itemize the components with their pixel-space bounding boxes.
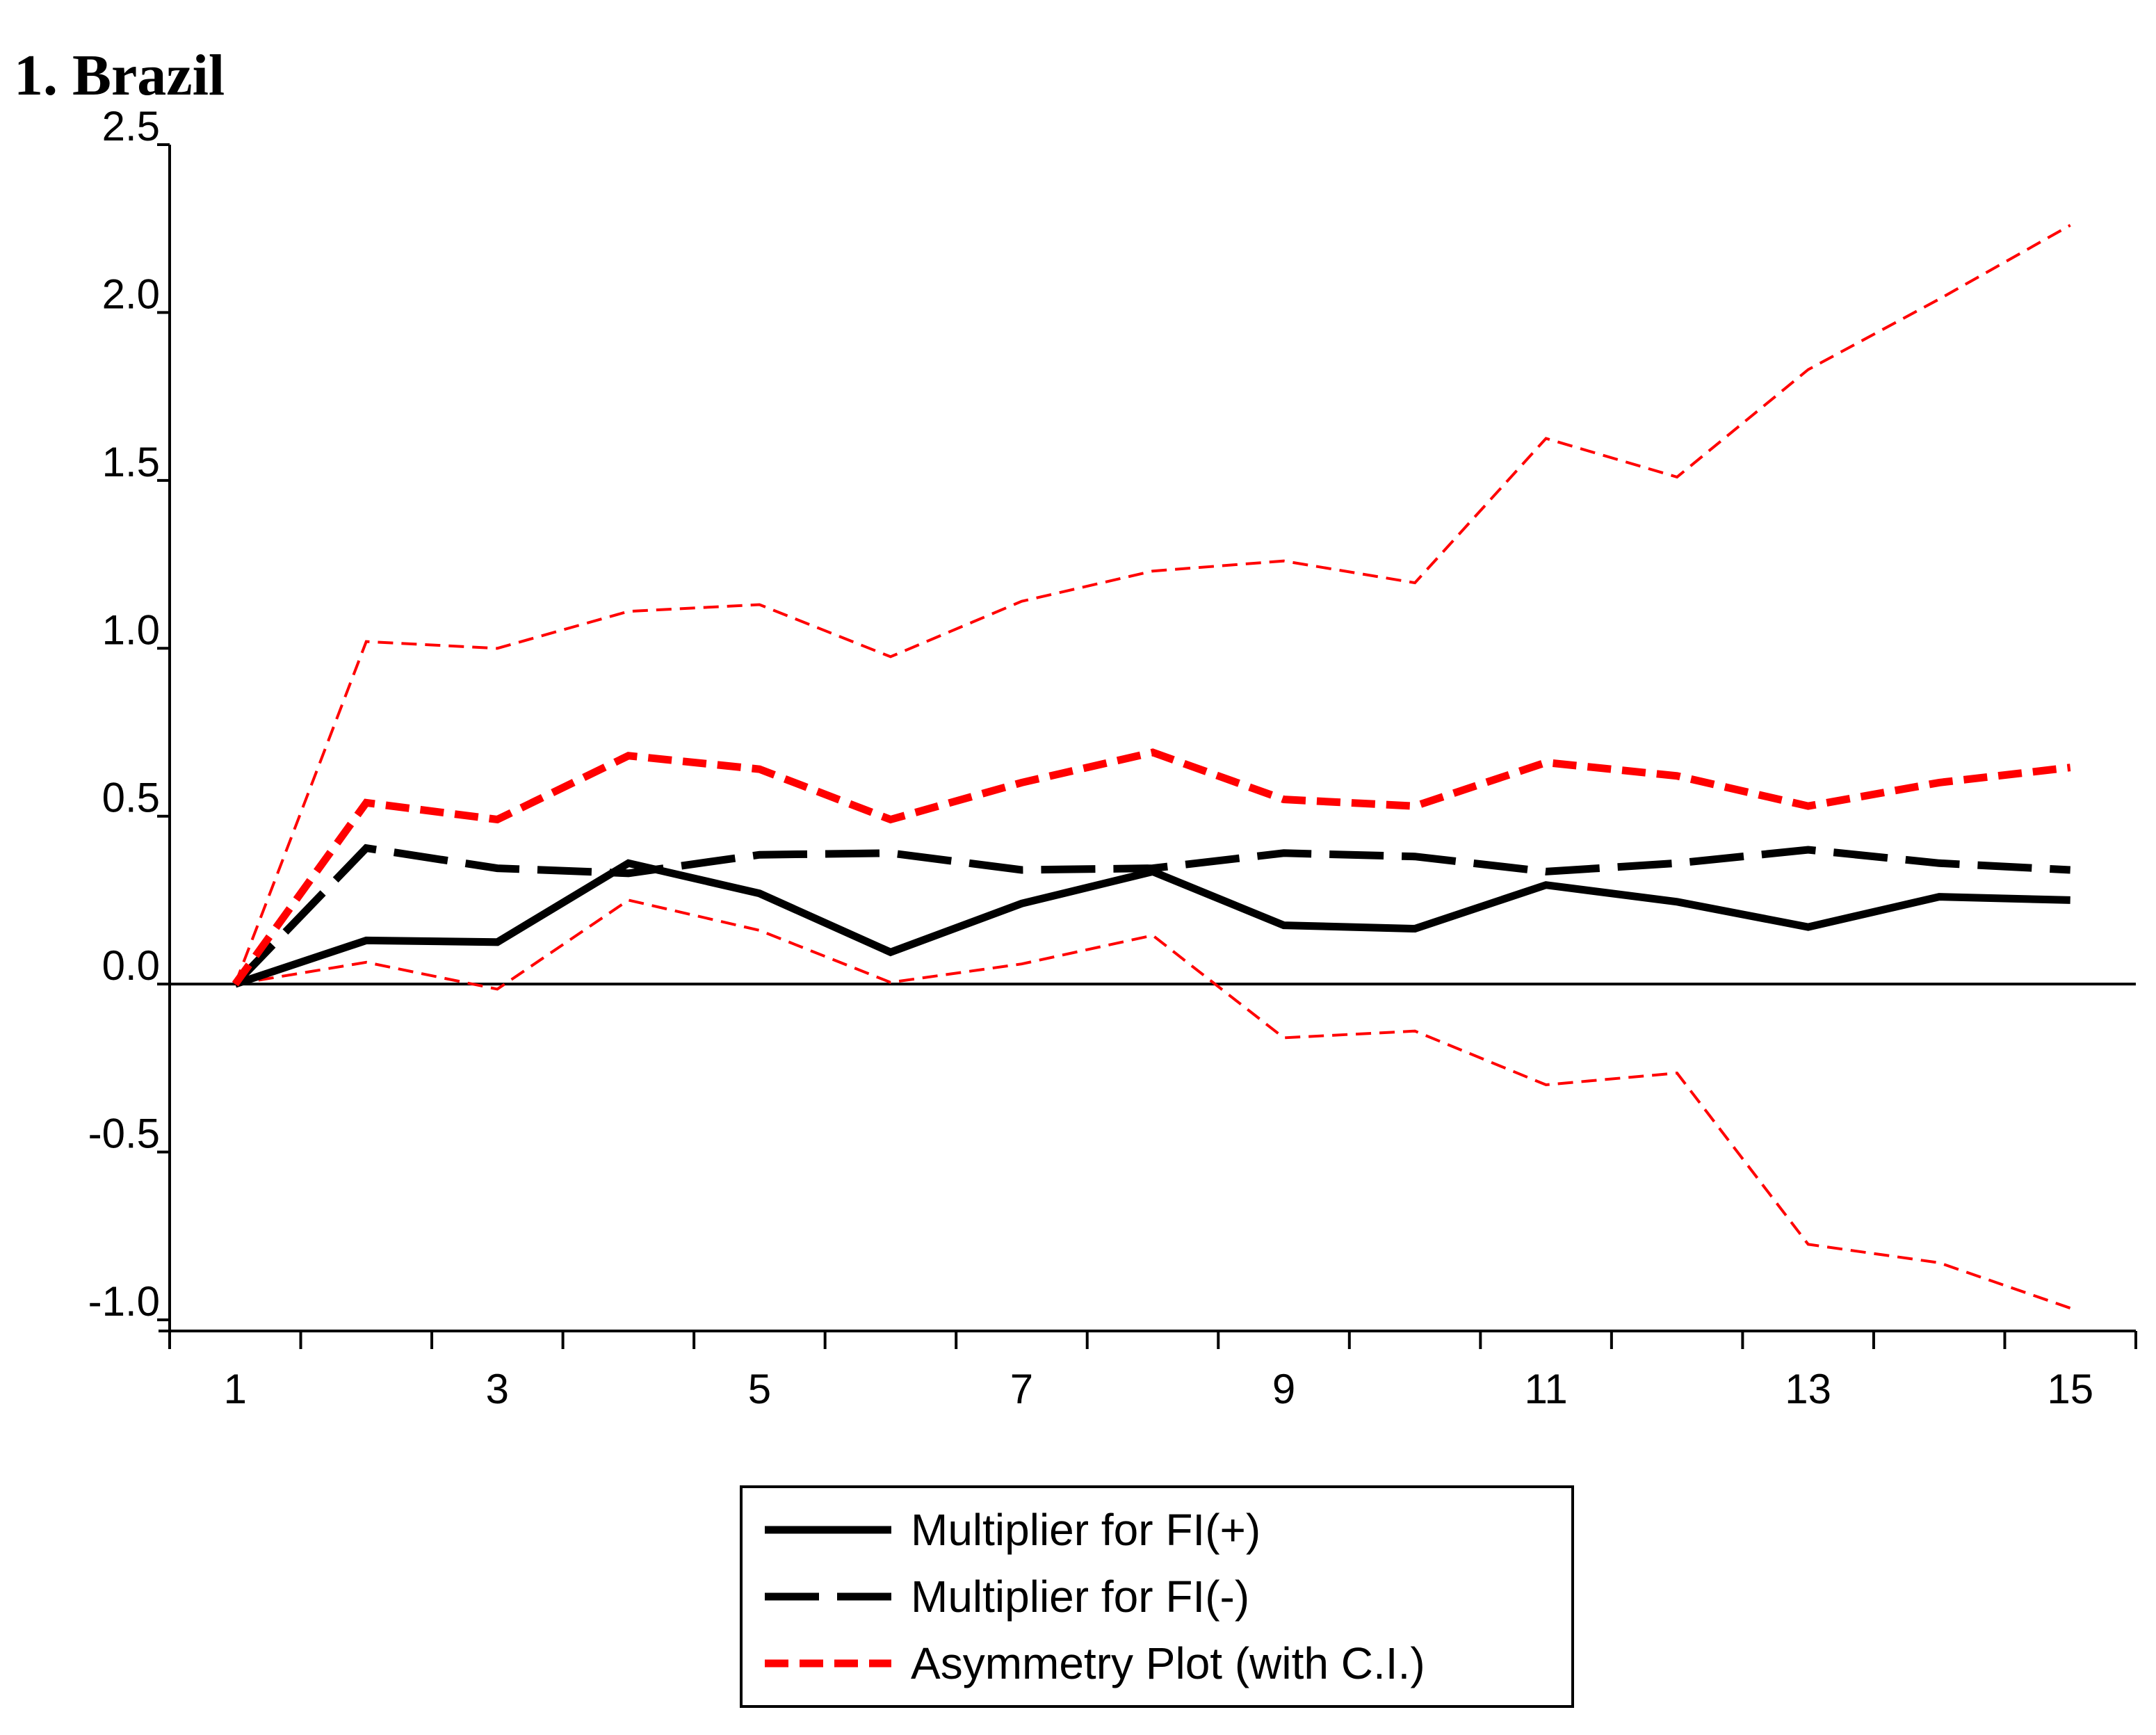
x-tick-label: 11 — [1524, 1366, 1567, 1412]
series-layer — [232, 224, 2071, 1309]
x-tick-label: 15 — [2047, 1366, 2093, 1412]
y-tick-label: 2.5 — [102, 103, 160, 150]
y-tick-label: 2.0 — [102, 271, 160, 317]
x-tick-label: 7 — [1010, 1366, 1033, 1412]
y-tick-label: 0.0 — [102, 942, 160, 989]
legend-label: Multiplier for FI(-) — [911, 1572, 1249, 1622]
x-tick-label: 3 — [486, 1366, 509, 1412]
x-tick-label: 13 — [1785, 1366, 1831, 1412]
y-tick-label: -1.0 — [88, 1278, 160, 1325]
x-tick-label: 1 — [224, 1366, 247, 1412]
legend-label: Multiplier for FI(+) — [911, 1505, 1261, 1555]
axes-layer: 2.52.01.51.00.50.0-0.5-1.01 3 5 7 9 11 13 15 — [88, 103, 2137, 1412]
series-line-asymmetry-plot-with-c-i — [232, 748, 2071, 987]
chart-title: 1. Brazil — [14, 43, 225, 108]
y-tick-label: 0.5 — [102, 775, 160, 821]
y-tick-label: 1.5 — [102, 439, 160, 485]
series-line-asymmetry-upper-c-i — [234, 224, 2071, 985]
series-line-multiplier-for-fi — [234, 859, 2070, 988]
y-tick-label: 1.0 — [102, 606, 160, 653]
series-line-asymmetry-lower-c-i — [234, 898, 2071, 1309]
legend: Multiplier for FI(+) Multiplier for FI(-)… — [740, 1485, 1574, 1708]
x-tick-label: 5 — [748, 1366, 771, 1412]
legend-label: Asymmetry Plot (with C.I.) — [911, 1638, 1425, 1688]
x-tick-label: 9 — [1272, 1366, 1295, 1412]
y-tick-label: -0.5 — [88, 1111, 160, 1157]
